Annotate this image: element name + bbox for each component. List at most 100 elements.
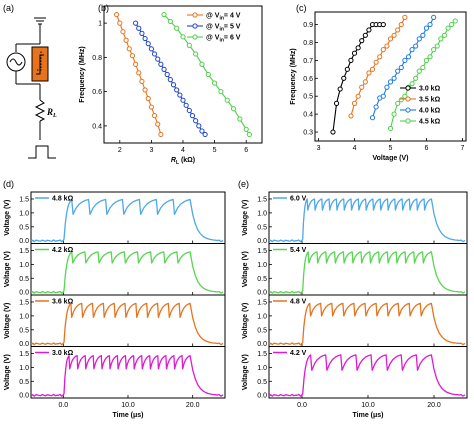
data-point — [193, 51, 199, 57]
data-point — [202, 131, 208, 138]
y-tick-label: 0.5 — [257, 224, 267, 231]
y-tick-label: 0.3 — [303, 130, 313, 137]
data-point — [355, 93, 361, 99]
trace-panel: 0.0 0.5 1.0 1.5 4.8 V — [257, 294, 468, 348]
data-point — [387, 79, 394, 85]
data-point — [180, 34, 186, 40]
chart-e: 0.0 0.5 1.0 1.5 6.0 V 0.0 0.5 1.0 1.5 5.4 V 0.0 0.5… — [242, 191, 468, 419]
y-tick-label: 0.7 — [303, 58, 313, 65]
x-tick-label: 7 — [460, 145, 464, 152]
data-point — [423, 25, 430, 31]
data-point — [136, 70, 142, 76]
hysteresis-icon — [36, 54, 44, 75]
legend-marker — [192, 23, 198, 29]
legend-marker — [192, 12, 198, 18]
y-tick-label: 1.0 — [19, 262, 29, 269]
data-point — [155, 121, 161, 127]
resistor-icon — [34, 99, 46, 122]
data-point — [199, 61, 205, 67]
y-tick-label: 1.0 — [19, 313, 29, 320]
x-axis-label: Voltage (V) — [372, 155, 408, 162]
y-axis-label: Frequency (MHz) — [79, 46, 86, 102]
chart-d: 0.00.51.01.5 4.8 kΩ0.00.51.01.5 4.2 kΩ0.00… — [4, 191, 226, 419]
data-point — [151, 113, 158, 119]
y-tick-label: 1.5 — [19, 351, 29, 358]
data-point — [351, 100, 358, 106]
data-point — [337, 86, 343, 92]
data-point — [395, 27, 401, 33]
y-tick-label: 1.5 — [257, 351, 267, 358]
data-point — [117, 20, 123, 26]
x-tick-label: 0.0 — [297, 402, 307, 409]
y-axis-label: Voltage (V) — [242, 251, 249, 287]
trace-label: 6.0 V — [290, 196, 307, 203]
data-point — [123, 37, 129, 43]
data-point — [373, 59, 379, 65]
data-point — [445, 25, 451, 31]
data-point — [246, 131, 252, 138]
trace-panel: 0.0 0.5 1.0 1.5 4.2 V — [257, 346, 468, 400]
y-tick-label: 0.4 — [303, 112, 313, 119]
data-point — [155, 56, 161, 62]
data-point — [139, 78, 145, 84]
voltage-trace — [268, 302, 466, 346]
y-tick-label: 0.5 — [19, 224, 29, 231]
data-point — [148, 46, 154, 52]
data-point — [409, 47, 415, 53]
data-point — [344, 66, 350, 72]
data-point — [196, 123, 202, 129]
legend-label: @ Vin= 5 V — [206, 24, 241, 33]
data-point — [129, 53, 136, 59]
data-point — [237, 116, 243, 122]
trace-panel: 0.0 0.5 1.0 1.5 4.2 kΩ — [19, 243, 226, 297]
data-point — [387, 36, 394, 42]
data-point — [348, 113, 354, 119]
y-tick-label: 1.5 — [257, 299, 267, 306]
y-tick-label: 0.5 — [303, 94, 313, 101]
trace-panel: 0.0 0.5 1.0 1.5 6.0 V — [257, 191, 468, 245]
y-axis-label: Voltage (V) — [242, 303, 249, 339]
data-point — [186, 107, 192, 114]
data-point — [387, 125, 394, 132]
y-tick-label: 0.5 — [19, 327, 29, 334]
y-tick-label: 1.0 — [19, 365, 29, 372]
y-tick-label: 1.0 — [257, 262, 267, 269]
trace-label: 4.2 kΩ — [52, 247, 74, 254]
y-tick-label: 0.6 — [303, 76, 313, 83]
data-point — [230, 106, 237, 112]
data-point — [384, 84, 390, 90]
y-tick-label: 1.0 — [257, 313, 267, 320]
data-point — [427, 54, 433, 60]
panel-e-label-group: (e) — [238, 179, 249, 189]
plot-frame — [314, 11, 467, 142]
voltage-trace — [30, 355, 224, 397]
data-point — [384, 43, 390, 49]
data-point — [366, 70, 372, 76]
y-tick-label: 0.0 — [19, 290, 29, 297]
y-tick-label: 1.0 — [257, 365, 267, 372]
data-point — [409, 81, 415, 87]
data-point — [218, 89, 224, 95]
data-point — [452, 18, 458, 24]
y-axis-label: Voltage (V) — [242, 200, 249, 236]
y-tick-label: 0.5 — [257, 379, 267, 386]
y-tick-label: 1.5 — [19, 248, 29, 255]
data-point — [151, 51, 158, 57]
data-point — [161, 11, 167, 18]
y-tick-label: 0.6 — [92, 89, 102, 96]
hysteresis-icon-2 — [37, 51, 42, 71]
x-tick-label: 5 — [389, 145, 393, 152]
voltage-trace — [30, 251, 224, 294]
trace-label: 4.8 V — [290, 299, 307, 306]
y-tick-label: 0.5 — [19, 276, 29, 283]
data-point — [362, 79, 368, 85]
data-point — [126, 46, 132, 52]
data-point — [395, 68, 401, 74]
y-tick-label: 1.5 — [19, 196, 29, 203]
data-point — [405, 54, 412, 60]
legend-label: @ Vin= 4 V — [206, 13, 241, 22]
data-point — [366, 27, 372, 33]
data-point — [441, 32, 448, 38]
legend-label: 3.5 kΩ — [419, 97, 441, 104]
y-tick-label: 0.0 — [19, 238, 29, 245]
